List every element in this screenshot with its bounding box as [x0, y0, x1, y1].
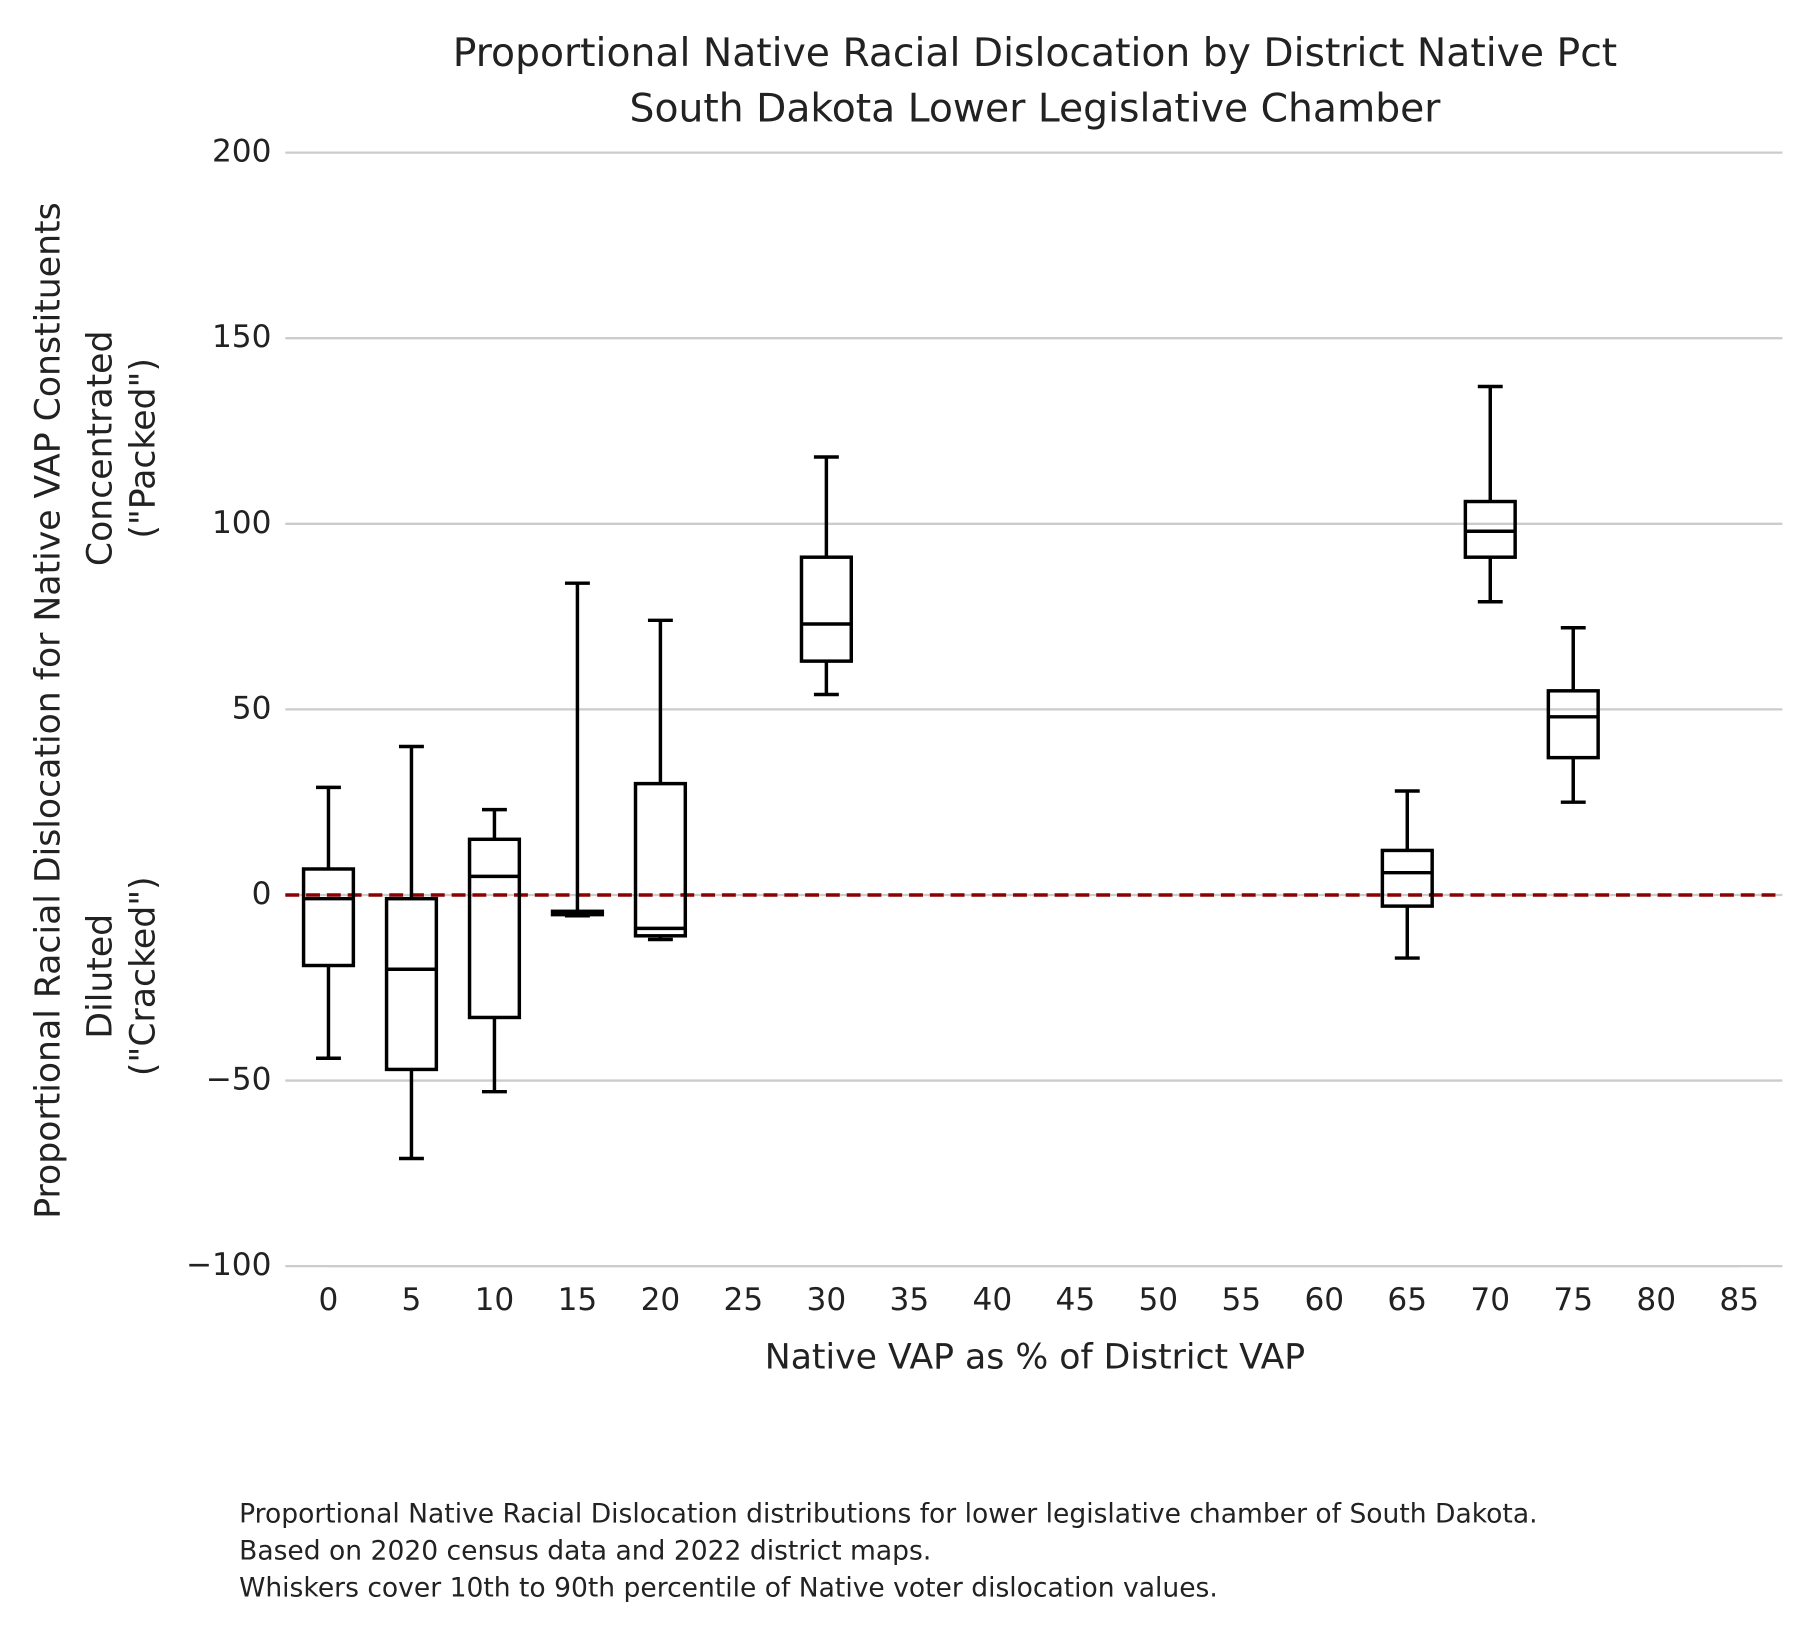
x-tick-label: 0 — [319, 1282, 339, 1318]
y-tick-label: 50 — [232, 690, 272, 726]
box — [1380, 848, 1434, 908]
y-tick-label: −100 — [186, 1247, 272, 1283]
x-tick-label: 65 — [1387, 1282, 1427, 1318]
x-tick-label: 15 — [558, 1282, 598, 1318]
caption: Proportional Native Racial Dislocation d… — [239, 1499, 1537, 1530]
x-tick-label: 30 — [807, 1282, 847, 1318]
x-tick-label: 10 — [475, 1282, 515, 1318]
box — [384, 896, 439, 1072]
y-tick-label: 100 — [212, 505, 272, 541]
x-tick-label: 25 — [724, 1282, 764, 1318]
lower-label: Diluted — [81, 914, 121, 1039]
x-tick-label: 20 — [641, 1282, 681, 1318]
box — [467, 837, 522, 1020]
caption: Whiskers cover 10th to 90th percentile o… — [239, 1573, 1218, 1604]
chart-title: Proportional Native Racial Dislocation b… — [453, 31, 1617, 76]
lower-label: ("Cracked") — [123, 876, 163, 1076]
box — [1546, 689, 1600, 760]
x-tick-label: 75 — [1553, 1282, 1593, 1318]
box — [633, 781, 688, 938]
y-tick-label: 150 — [212, 319, 272, 355]
box — [799, 555, 854, 663]
x-tick-label: 55 — [1221, 1282, 1261, 1318]
y-axis-label: Proportional Racial Dislocation for Nati… — [29, 202, 69, 1218]
upper-label: Concentrated — [81, 331, 121, 567]
x-tick-label: 35 — [890, 1282, 930, 1318]
box — [1463, 499, 1517, 559]
box — [301, 867, 356, 968]
x-axis-label: Native VAP as % of District VAP — [765, 1338, 1305, 1378]
x-tick-label: 40 — [973, 1282, 1013, 1318]
x-tick-label: 80 — [1636, 1282, 1676, 1318]
caption: Based on 2020 census data and 2022 distr… — [239, 1536, 931, 1567]
x-tick-label: 60 — [1304, 1282, 1344, 1318]
upper-label: ("Packed") — [123, 358, 163, 539]
y-tick-label: −50 — [206, 1062, 272, 1098]
x-tick-label: 45 — [1055, 1282, 1095, 1318]
x-tick-label: 5 — [402, 1282, 422, 1318]
y-tick-label: 0 — [252, 876, 272, 912]
y-tick-label: 200 — [212, 134, 272, 170]
x-tick-label: 85 — [1719, 1282, 1759, 1318]
x-tick-label: 70 — [1470, 1282, 1510, 1318]
chart-title: South Dakota Lower Legislative Chamber — [630, 87, 1442, 132]
x-tick-label: 50 — [1138, 1282, 1178, 1318]
